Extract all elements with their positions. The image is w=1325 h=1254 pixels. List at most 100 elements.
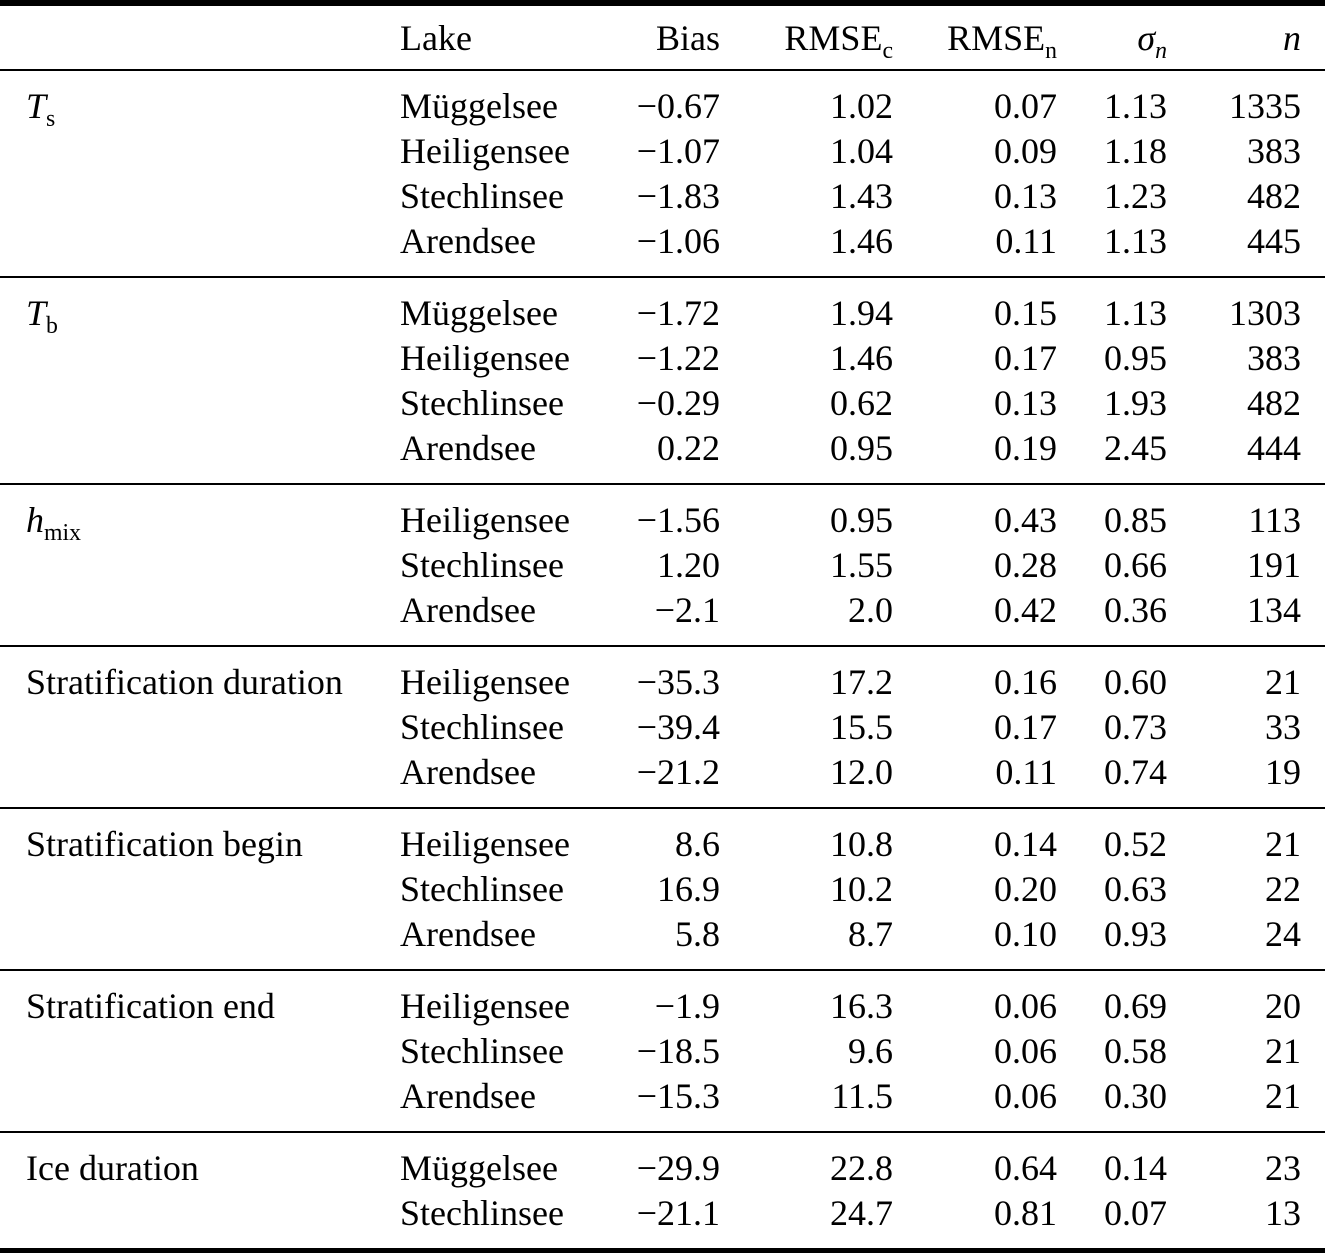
variable-label-cell: Stratification end xyxy=(0,970,375,1029)
sigma-n-value: 0.52 xyxy=(1104,824,1167,864)
bias-value: −1.56 xyxy=(636,500,720,540)
variable-label-cell: Ts xyxy=(0,70,375,129)
rmse-c-value: 0.95 xyxy=(830,500,893,540)
bias-value: −1.9 xyxy=(654,986,720,1026)
lake-name: Heiligensee xyxy=(400,986,570,1026)
variable-label-cell xyxy=(0,1191,375,1251)
n-value: 1303 xyxy=(1229,293,1301,333)
n-value: 22 xyxy=(1265,869,1301,909)
table-row: Arendsee 0.22 0.95 0.19 2.45 444 xyxy=(0,426,1325,484)
bias-value: −1.06 xyxy=(636,221,720,261)
sigma-n-value: 1.23 xyxy=(1104,176,1167,216)
sigma-n-value: 1.13 xyxy=(1104,293,1167,333)
lake-name: Stechlinsee xyxy=(400,1031,564,1071)
lake-name: Stechlinsee xyxy=(400,545,564,585)
rmse-n-value: 0.06 xyxy=(994,986,1057,1026)
bias-value: −1.83 xyxy=(636,176,720,216)
variable-label-cell xyxy=(0,381,375,426)
n-value: 23 xyxy=(1265,1148,1301,1188)
header-rmse-n-base: RMSE xyxy=(947,18,1046,58)
lake-name: Müggelsee xyxy=(400,293,558,333)
lake-name: Arendsee xyxy=(400,428,536,468)
rmse-n-value: 0.10 xyxy=(994,914,1057,954)
rmse-n-value: 0.28 xyxy=(994,545,1057,585)
table-row: Stratification duration Heiligensee −35.3 1… xyxy=(0,646,1325,705)
n-value: 113 xyxy=(1248,500,1301,540)
table-row: Stechlinsee −39.4 15.5 0.17 0.73 33 xyxy=(0,705,1325,750)
rmse-c-value: 1.94 xyxy=(830,293,893,333)
n-value: 1335 xyxy=(1229,86,1301,126)
bias-value: −35.3 xyxy=(636,662,720,702)
rmse-n-value: 0.16 xyxy=(994,662,1057,702)
rmse-c-value: 0.95 xyxy=(830,428,893,468)
bias-value: −15.3 xyxy=(636,1076,720,1116)
variable-label-cell xyxy=(0,705,375,750)
rmse-c-value: 1.46 xyxy=(830,221,893,261)
variable-label-cell xyxy=(0,750,375,808)
table-section: Ice duration Müggelsee −29.9 22.8 0.64 0.14 23… xyxy=(0,1132,1325,1251)
bias-value: 0.22 xyxy=(657,428,720,468)
lake-name: Heiligensee xyxy=(400,338,570,378)
table-row: Ts Müggelsee −0.67 1.02 0.07 1.13 1335 xyxy=(0,70,1325,129)
rmse-c-value: 1.43 xyxy=(830,176,893,216)
table-header: Lake Bias RMSEc RMSEn σn n xyxy=(0,3,1325,71)
n-value: 33 xyxy=(1265,707,1301,747)
rmse-n-value: 0.17 xyxy=(994,707,1057,747)
variable-label-cell xyxy=(0,174,375,219)
table-section: Ts Müggelsee −0.67 1.02 0.07 1.13 1335 Heiligen… xyxy=(0,70,1325,277)
sigma-n-value: 2.45 xyxy=(1104,428,1167,468)
bias-value: −1.22 xyxy=(636,338,720,378)
n-value: 21 xyxy=(1265,1031,1301,1071)
lake-name: Heiligensee xyxy=(400,824,570,864)
table-row: Stechlinsee −0.29 0.62 0.13 1.93 482 xyxy=(0,381,1325,426)
table-section: Stratification begin Heiligensee 8.6 10.8 0.… xyxy=(0,808,1325,970)
rmse-c-value: 17.2 xyxy=(830,662,893,702)
table-section: Stratification end Heiligensee −1.9 16.3 0.0… xyxy=(0,970,1325,1132)
header-rmse-n-sub: n xyxy=(1045,38,1057,65)
sigma-n-value: 0.73 xyxy=(1104,707,1167,747)
header-lake: Lake xyxy=(375,3,600,71)
rmse-c-value: 24.7 xyxy=(830,1193,893,1233)
rmse-c-value: 1.46 xyxy=(830,338,893,378)
n-value: 482 xyxy=(1247,383,1301,423)
bias-value: −1.72 xyxy=(636,293,720,333)
variable-base: T xyxy=(26,293,47,333)
sigma-n-value: 1.18 xyxy=(1104,131,1167,171)
sigma-n-value: 0.14 xyxy=(1104,1148,1167,1188)
rmse-n-value: 0.42 xyxy=(994,590,1057,630)
lake-name: Stechlinsee xyxy=(400,869,564,909)
variable-base: Stratification begin xyxy=(26,824,303,864)
n-value: 21 xyxy=(1265,1076,1301,1116)
table-section: Tb Müggelsee −1.72 1.94 0.15 1.13 1303 Heiligen… xyxy=(0,277,1325,484)
header-bias: Bias xyxy=(600,3,720,71)
bias-value: −1.07 xyxy=(636,131,720,171)
table-row: Stechlinsee −21.1 24.7 0.81 0.07 13 xyxy=(0,1191,1325,1251)
rmse-n-value: 0.15 xyxy=(994,293,1057,333)
rmse-n-value: 0.13 xyxy=(994,383,1057,423)
bias-value: −18.5 xyxy=(636,1031,720,1071)
variable-label-cell xyxy=(0,336,375,381)
variable-label-cell: Tb xyxy=(0,277,375,336)
n-value: 24 xyxy=(1265,914,1301,954)
variable-label-cell xyxy=(0,588,375,646)
header-row: Lake Bias RMSEc RMSEn σn n xyxy=(0,3,1325,71)
lake-name: Heiligensee xyxy=(400,662,570,702)
variable-label-cell xyxy=(0,219,375,277)
sigma-n-value: 1.13 xyxy=(1104,221,1167,261)
variable-base: T xyxy=(26,86,47,126)
sigma-n-value: 0.69 xyxy=(1104,986,1167,1026)
lake-name: Stechlinsee xyxy=(400,707,564,747)
rmse-c-value: 1.04 xyxy=(830,131,893,171)
rmse-c-value: 8.7 xyxy=(848,914,893,954)
n-value: 383 xyxy=(1247,131,1301,171)
lake-name: Heiligensee xyxy=(400,131,570,171)
lake-name: Müggelsee xyxy=(400,1148,558,1188)
lake-name: Arendsee xyxy=(400,590,536,630)
rmse-n-value: 0.11 xyxy=(995,221,1057,261)
variable-label-cell: hmix xyxy=(0,484,375,543)
rmse-c-value: 1.02 xyxy=(830,86,893,126)
rmse-c-value: 22.8 xyxy=(830,1148,893,1188)
variable-label-cell: Stratification begin xyxy=(0,808,375,867)
variable-label-cell xyxy=(0,426,375,484)
